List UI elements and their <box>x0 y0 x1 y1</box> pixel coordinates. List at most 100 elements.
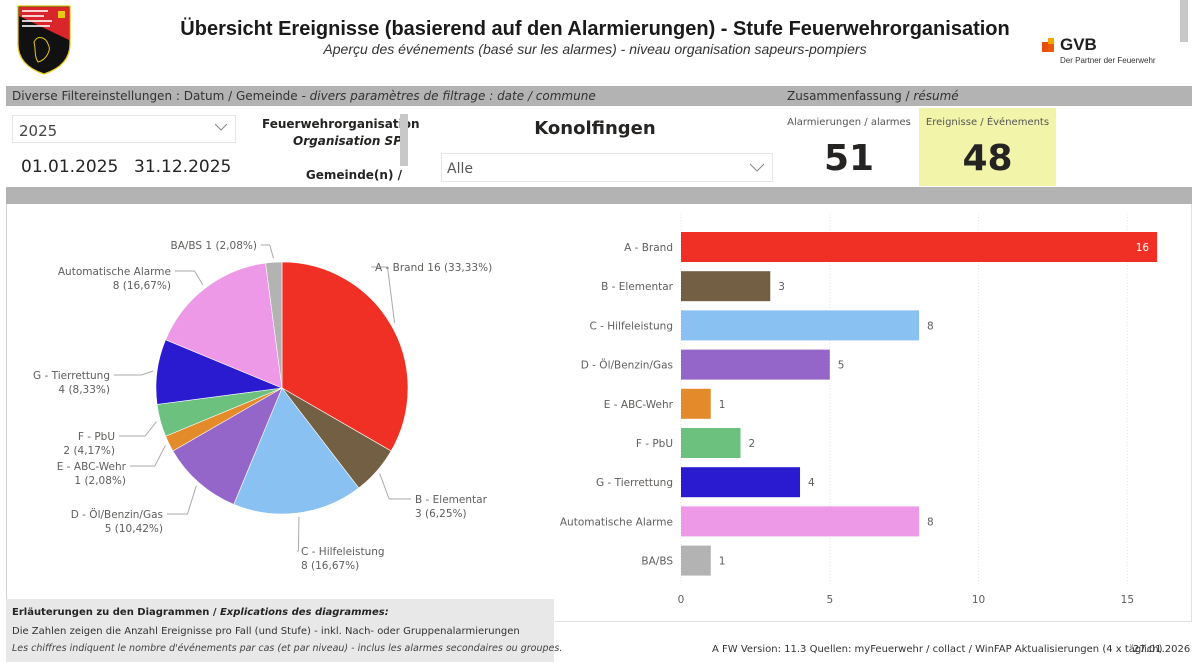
bar-data-label: 4 <box>808 477 815 489</box>
pie-data-label-value: 1 (2,08%) <box>74 475 126 487</box>
org-name: Konolfingen <box>534 118 656 139</box>
summary-label-de: Zusammenfassung / <box>787 89 914 103</box>
gvb-logo-mark-icon <box>1042 42 1048 52</box>
pie-slice[interactable] <box>233 387 360 515</box>
date-to[interactable]: 31.12.2025 <box>134 157 232 177</box>
filter-section-bar <box>6 86 1192 106</box>
x-tick-label: 10 <box>972 594 985 606</box>
footer-info: A FW Version: 11.3 Quellen: myFeuerwehr … <box>712 644 1163 655</box>
kpi-events-value: 48 <box>962 138 1013 179</box>
gemeinde-dropdown[interactable]: Alle <box>441 153 773 182</box>
pie-data-label: BA/BS 1 (2,08%) <box>170 240 257 252</box>
pie-leader-line <box>175 270 204 286</box>
notes-title: Erläuterungen zu den Diagrammen / Explic… <box>12 607 389 618</box>
y-category-label: B - Elementar <box>601 281 674 293</box>
bar-chart-panel: 0 5 10 15 A - Brand 16 B - Elementar 3 C - Hilfe… <box>555 204 1192 622</box>
pie-slice[interactable] <box>165 262 283 389</box>
page-subtitle: Aperçu des événements (basé sur les alar… <box>323 41 867 57</box>
year-dropdown-value: 2025 <box>19 122 58 140</box>
year-dropdown[interactable]: 2025 <box>12 115 236 143</box>
notes-title-de: Erläuterungen zu den Diagrammen / <box>12 607 220 618</box>
pie-data-label: Automatische Alarme <box>58 266 171 278</box>
org-label-fr: Organisation SP <box>293 134 402 148</box>
charts-section-bar <box>6 187 1192 204</box>
bar-data-label: 1 <box>719 399 726 411</box>
pie-data-label: F - PbU <box>78 431 115 443</box>
y-category-label: Automatische Alarme <box>560 516 673 528</box>
bar[interactable] <box>681 310 920 341</box>
pie-data-label: G - Tierrettung <box>33 370 110 382</box>
pie-slice[interactable] <box>281 261 409 452</box>
pie-leader-line <box>167 485 197 515</box>
y-category-label: D - Öl/Benzin/Gas <box>581 359 673 372</box>
bar[interactable] <box>681 388 711 419</box>
bar[interactable] <box>681 349 830 380</box>
bar-data-label: 16 <box>1136 242 1150 254</box>
y-category-label: E - ABC-Wehr <box>604 399 674 411</box>
pie-leader-line <box>261 244 274 259</box>
label-scrollbar[interactable] <box>400 114 408 166</box>
summary-section-label: Zusammenfassung / résumé <box>787 89 959 103</box>
pie-data-label-value: 8 (16,67%) <box>301 560 359 572</box>
page-title: Übersicht Ereignisse (basierend auf den … <box>180 18 1010 40</box>
pie-slice[interactable] <box>265 261 283 389</box>
pie-chart: A - Brand 16 (33,33%) B - Elementar 3 (6,2… <box>33 240 492 572</box>
pie-leader-line <box>379 473 411 500</box>
pie-leader-line <box>114 370 154 376</box>
bar-data-label: 3 <box>778 281 785 293</box>
y-category-label: F - PbU <box>636 438 673 450</box>
pie-leader-line <box>119 421 157 437</box>
gvb-logo: GVB Der Partner der Feuerwehr <box>1042 35 1156 68</box>
kpi-events-label: Ereignisse / Événements <box>925 117 1050 128</box>
pie-leader-line <box>371 266 396 324</box>
bar-data-label: 2 <box>749 438 756 450</box>
date-from[interactable]: 01.01.2025 <box>21 157 119 177</box>
y-category-label: BA/BS <box>641 556 673 568</box>
fire-inspectorate-shield-icon <box>17 5 71 75</box>
pie-data-label: B - Elementar <box>415 494 488 506</box>
notes-line-fr: Les chiffres indiquent le nombre d'événe… <box>12 643 563 654</box>
bar[interactable] <box>681 232 1158 262</box>
chevron-down-icon <box>750 163 764 172</box>
x-tick-label: 5 <box>826 594 833 606</box>
filter-label-de: Diverse Filtereinstellungen : Datum / Ge… <box>12 89 298 103</box>
gvb-logo-mark-icon <box>1048 44 1054 52</box>
gvb-logo-mark-icon <box>1048 38 1054 44</box>
x-tick-label: 0 <box>678 594 685 606</box>
page-scrollbar[interactable] <box>1180 0 1188 42</box>
bar[interactable] <box>681 428 741 458</box>
kpi-events-card: Ereignisse / Événements 48 <box>919 108 1056 186</box>
pie-data-label-value: 3 (6,25%) <box>415 508 467 520</box>
pie-data-label-value: 8 (16,67%) <box>113 280 171 292</box>
y-category-label: G - Tierrettung <box>596 477 673 489</box>
bar[interactable] <box>681 506 920 537</box>
notes-line-de: Die Zahlen zeigen die Anzahl Ereignisse … <box>12 626 520 637</box>
pie-data-label: D - Öl/Benzin/Gas <box>71 508 163 521</box>
kpi-alarms-value: 51 <box>823 138 875 179</box>
pie-data-label-value: 4 (8,33%) <box>58 384 110 396</box>
pie-slice[interactable] <box>172 387 283 505</box>
pie-chart-panel: A - Brand 16 (33,33%) B - Elementar 3 (6,2… <box>6 204 554 622</box>
y-category-label: C - Hilfeleistung <box>589 320 673 332</box>
bar[interactable] <box>681 271 771 302</box>
pie-data-label-value: 2 (4,17%) <box>63 445 115 457</box>
pie-data-label: E - ABC-Wehr <box>57 461 127 473</box>
pie-data-label-value: 5 (10,42%) <box>105 523 163 535</box>
bar-chart: 0 5 10 15A - Brand 16B - Elementar 3C - Hilfe… <box>560 214 1158 606</box>
bar-data-label: 8 <box>927 516 934 528</box>
pie-data-label: C - Hilfeleistung <box>301 546 385 558</box>
notes-title-fr: Explications des diagrammes: <box>219 607 389 618</box>
bar-data-label: 5 <box>838 360 845 372</box>
bar[interactable] <box>681 467 801 498</box>
bar-data-label: 8 <box>927 320 934 332</box>
bar-data-label: 1 <box>719 556 726 568</box>
kpi-alarms-label: Alarmierungen / alarmes <box>787 117 911 128</box>
pie-leader-line <box>297 516 300 552</box>
chart-notes: Erläuterungen zu den Diagrammen / Explic… <box>6 599 562 662</box>
y-category-label: A - Brand <box>624 242 673 254</box>
filter-label-fr: - divers paramètres de filtrage : date /… <box>297 89 596 103</box>
filter-section-label: Diverse Filtereinstellungen : Datum / Ge… <box>12 89 596 103</box>
pie-data-label: A - Brand 16 (33,33%) <box>375 262 492 274</box>
pie-leader-line <box>130 445 166 467</box>
bar[interactable] <box>681 545 711 576</box>
